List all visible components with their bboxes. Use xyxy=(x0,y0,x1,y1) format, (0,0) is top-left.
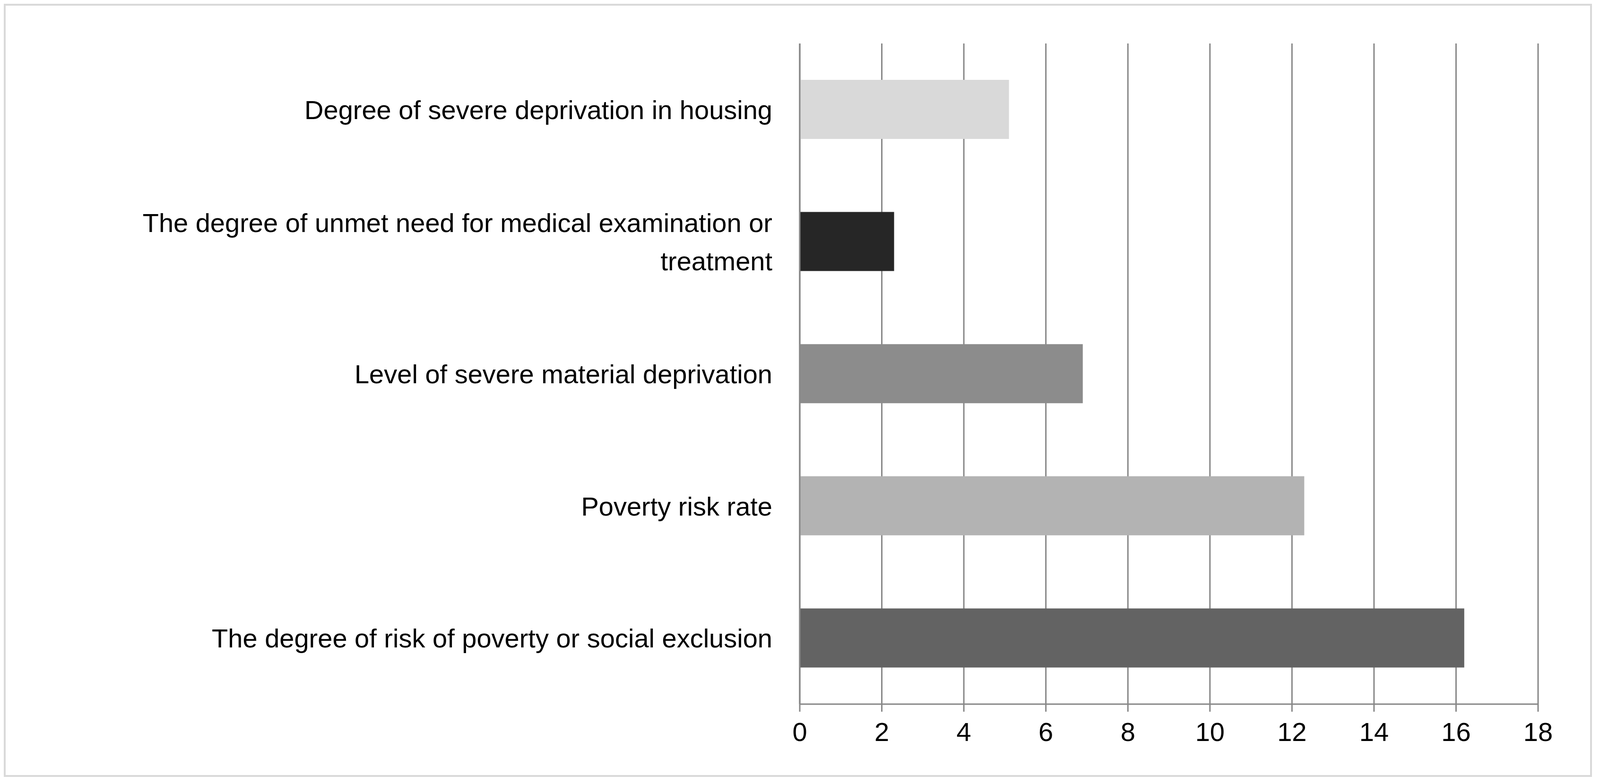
svg-text:0: 0 xyxy=(792,717,807,747)
svg-text:Degree of severe deprivation i: Degree of severe deprivation in housing xyxy=(304,94,773,125)
svg-text:6: 6 xyxy=(1038,717,1054,747)
svg-text:10: 10 xyxy=(1195,717,1225,747)
svg-text:Poverty risk rate: Poverty risk rate xyxy=(580,491,773,521)
svg-text:12: 12 xyxy=(1277,717,1307,747)
svg-text:The degree of unmet need for m: The degree of unmet need for medical exa… xyxy=(142,207,773,276)
svg-text:8: 8 xyxy=(1120,717,1136,747)
svg-text:4: 4 xyxy=(956,717,972,747)
svg-text:Level of severe material depri: Level of severe material deprivation xyxy=(354,359,773,390)
svg-text:14: 14 xyxy=(1359,717,1389,747)
svg-text:18: 18 xyxy=(1523,717,1553,747)
svg-text:16: 16 xyxy=(1441,717,1471,747)
svg-text:The degree of risk of poverty: The degree of risk of poverty or social … xyxy=(211,623,773,654)
svg-text:2: 2 xyxy=(874,717,890,747)
